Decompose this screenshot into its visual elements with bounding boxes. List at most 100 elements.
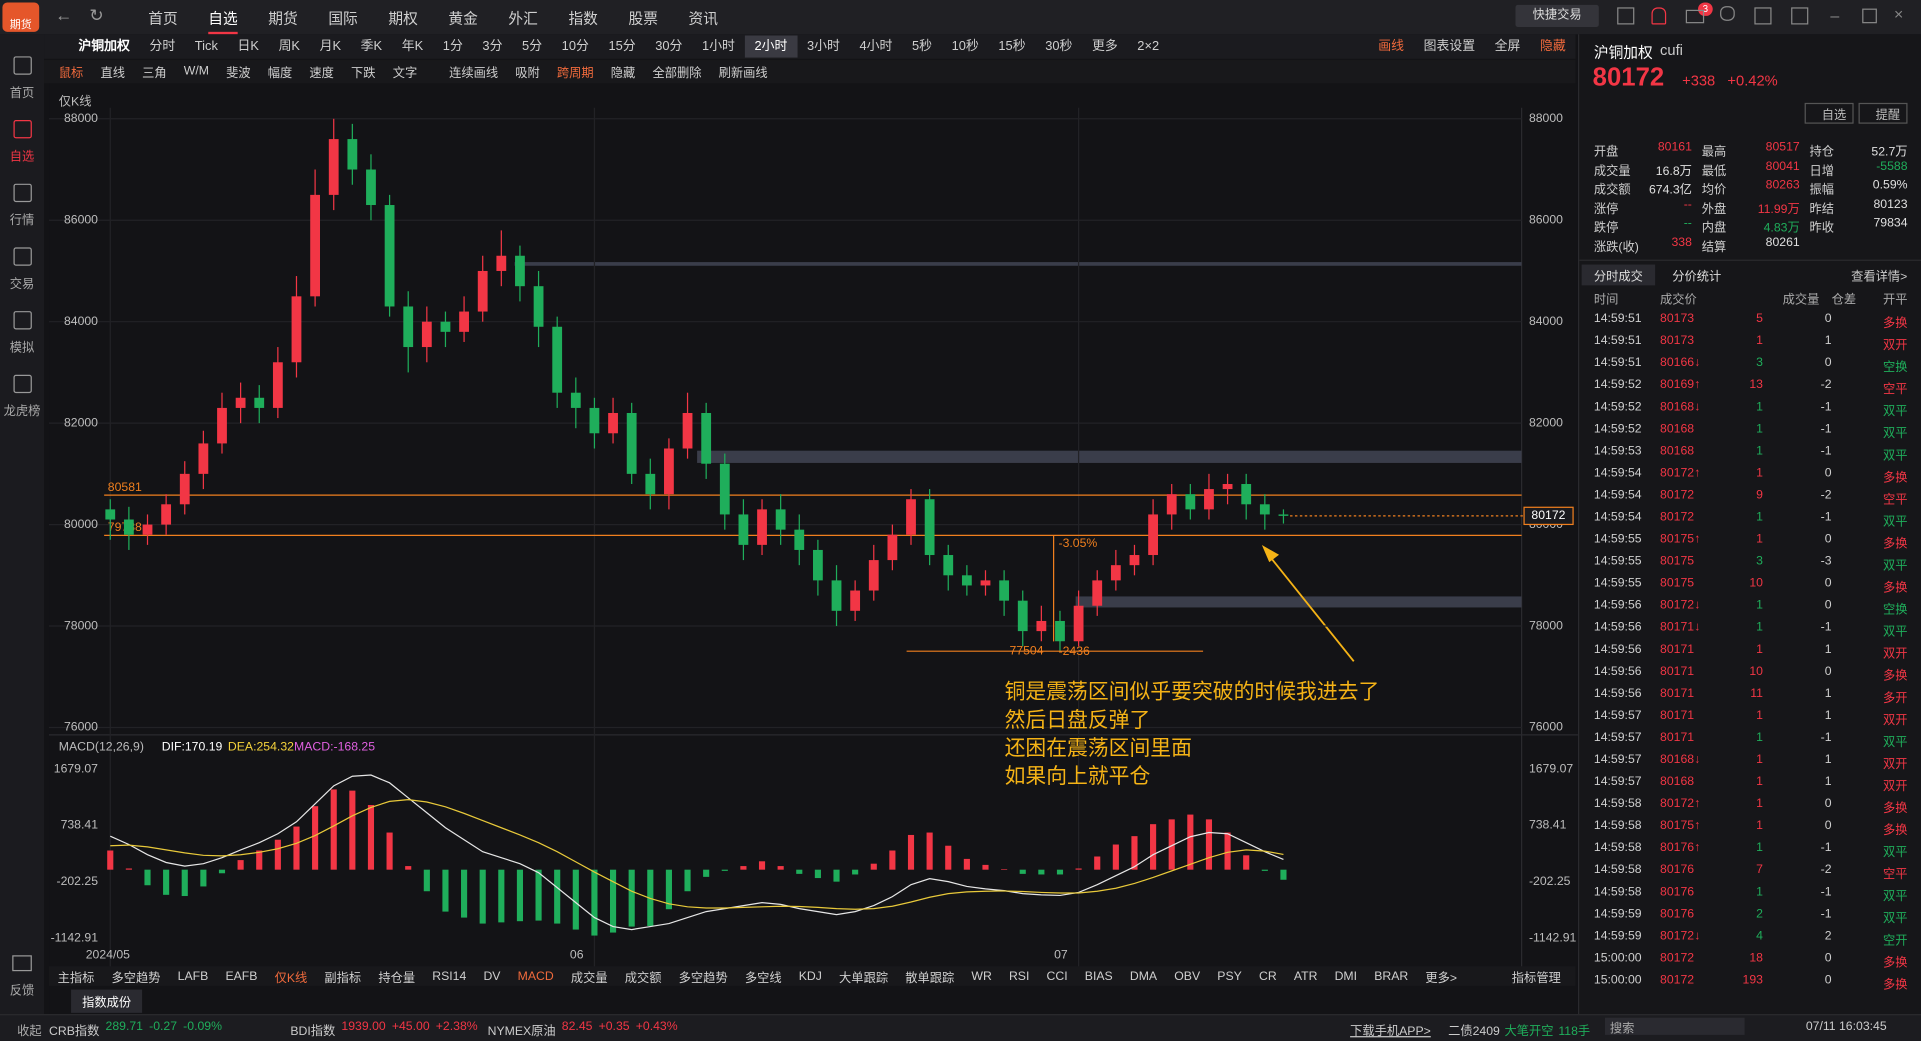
period-tab[interactable]: 15分: [608, 39, 636, 54]
back[interactable]: ←: [55, 4, 73, 25]
nav-item[interactable]: 外汇: [508, 9, 538, 27]
ticker[interactable]: BDI指数 1939.00 +45.00 +2.38%: [290, 1020, 477, 1038]
download[interactable]: 下载手机APP>: [1350, 1025, 1431, 1039]
indicator-tab[interactable]: 持仓量: [378, 971, 416, 986]
draw-tool[interactable]: 连续画线: [449, 67, 499, 81]
logo[interactable]: 期货: [2, 2, 40, 32]
nav-item[interactable]: 黄金: [448, 9, 478, 27]
period-tab[interactable]: 10秒: [951, 39, 979, 54]
sidebar-icon[interactable]: [13, 56, 32, 75]
nav-item[interactable]: 期货: [268, 9, 298, 27]
sidebar-item[interactable]: 首页: [9, 86, 35, 101]
sidebar-icon[interactable]: [13, 311, 32, 330]
period-tab[interactable]: Tick: [194, 39, 218, 54]
period-tab[interactable]: 30分: [655, 39, 683, 54]
chart-mode[interactable]: 仅K线: [58, 95, 92, 109]
indicator-manage[interactable]: 指标管理: [1511, 971, 1561, 986]
indicator-tab[interactable]: DMI: [1334, 969, 1358, 983]
indicator-tab[interactable]: 多空线: [744, 971, 782, 986]
sidebar-item[interactable]: 行情: [9, 214, 35, 228]
indicator-tab[interactable]: RSI14: [432, 969, 467, 983]
draw-tool[interactable]: 文字: [392, 67, 418, 81]
indicator-tab[interactable]: 多空趋势: [678, 971, 728, 986]
search[interactable]: 搜索: [1604, 1017, 1745, 1036]
draw-tool[interactable]: 全部删除: [652, 67, 702, 81]
indicator-tab[interactable]: 主指标: [57, 971, 95, 986]
sidebar-icon[interactable]: [13, 183, 32, 203]
close[interactable]: ×: [1894, 4, 1904, 24]
icon[interactable]: [1651, 7, 1667, 25]
sidebar-feedback[interactable]: 反馈: [9, 984, 35, 999]
sidebar-icon[interactable]: [13, 120, 32, 139]
draw-tool[interactable]: 刷新画线: [718, 67, 768, 81]
icon[interactable]: [1720, 6, 1735, 21]
quote-button[interactable]: 自选: [1804, 102, 1854, 124]
collapse[interactable]: 收起: [17, 1025, 42, 1039]
indicator-tab[interactable]: 成交额: [624, 971, 662, 986]
toolbar-action[interactable]: 图表设置: [1423, 39, 1476, 54]
sub-tab[interactable]: 指数成份: [71, 989, 143, 1013]
quote-button[interactable]: 提醒: [1858, 102, 1908, 124]
indicator-tab[interactable]: 副指标: [324, 971, 362, 986]
period-tab[interactable]: 4小时: [859, 39, 893, 54]
draw-tool[interactable]: 直线: [100, 67, 125, 81]
indicator-tab[interactable]: 更多>: [1425, 971, 1458, 986]
period-tab[interactable]: 季K: [360, 39, 383, 54]
period-tab[interactable]: 10分: [561, 39, 589, 54]
indicator-tab[interactable]: LAFB: [177, 969, 209, 983]
period-tab[interactable]: 3小时: [807, 39, 840, 54]
sidebar-icon[interactable]: [12, 955, 32, 972]
ticker[interactable]: NYMEX原油 82.45 +0.35 +0.43%: [488, 1020, 678, 1038]
indicator-tab[interactable]: KDJ: [798, 969, 822, 983]
period-tab[interactable]: 15秒: [998, 39, 1026, 54]
nav-item[interactable]: 国际: [328, 9, 358, 27]
indicator-tab[interactable]: PSY: [1217, 969, 1242, 983]
minimize[interactable]: –: [1830, 6, 1840, 25]
nav-item[interactable]: 自选: [208, 7, 238, 35]
indicator-tab[interactable]: 成交量: [570, 971, 608, 986]
icon[interactable]: [1685, 9, 1705, 24]
indicator-tab[interactable]: 多空趋势: [111, 971, 161, 986]
period-tab[interactable]: 3分: [482, 39, 503, 54]
nav-item[interactable]: 股票: [628, 9, 658, 27]
refresh[interactable]: ↻: [89, 4, 104, 25]
sidebar-item[interactable]: 模拟: [9, 341, 35, 356]
draw-tool[interactable]: 三角: [142, 67, 167, 81]
sidebar-item[interactable]: 自选: [9, 150, 35, 165]
indicator-tab[interactable]: CCI: [1046, 969, 1068, 983]
sidebar-item[interactable]: 交易: [9, 278, 35, 292]
icon[interactable]: [1754, 7, 1772, 25]
ticker[interactable]: CRB指数 289.71 -0.27 -0.09%: [49, 1020, 222, 1038]
indicator-tab[interactable]: ATR: [1293, 969, 1318, 983]
toolbar-symbol[interactable]: 沪铜加权: [78, 39, 130, 54]
draw-tool[interactable]: W/M: [183, 64, 209, 79]
indicator-tab[interactable]: 大单跟踪: [839, 971, 889, 986]
period-tab[interactable]: 1分: [442, 39, 463, 54]
draw-tool[interactable]: 速度: [309, 67, 334, 81]
indicator-tab[interactable]: DV: [483, 969, 501, 983]
indicator-tab[interactable]: DMA: [1129, 969, 1158, 983]
indicator-tab[interactable]: EAFB: [225, 969, 258, 983]
indicator-tab[interactable]: 仅K线: [274, 971, 308, 986]
indicator-tab[interactable]: BRAR: [1374, 969, 1409, 983]
period-tab[interactable]: 分时: [149, 39, 176, 54]
period-tab[interactable]: 30秒: [1045, 39, 1073, 54]
period-tab[interactable]: 2小时: [744, 35, 798, 58]
draw-tool[interactable]: 吸附: [515, 67, 540, 81]
sidebar-icon[interactable]: [13, 247, 32, 266]
toolbar-action[interactable]: 全屏: [1494, 39, 1521, 54]
draw-tool[interactable]: 鼠标: [58, 67, 84, 81]
period-tab[interactable]: 周K: [278, 39, 301, 54]
nav-item[interactable]: 期权: [388, 9, 418, 27]
toolbar-action[interactable]: 隐藏: [1539, 39, 1566, 54]
toolbar-action[interactable]: 画线: [1378, 39, 1404, 54]
indicator-tab[interactable]: OBV: [1174, 969, 1201, 983]
macd-title[interactable]: MACD(12,26,9): [58, 740, 144, 755]
icon[interactable]: [1617, 7, 1635, 25]
indicator-tab[interactable]: RSI: [1008, 969, 1030, 983]
trade-details[interactable]: 查看详情>: [1851, 270, 1908, 285]
period-tab[interactable]: 5分: [522, 39, 543, 54]
indicator-tab[interactable]: 散单跟踪: [905, 971, 955, 986]
icon[interactable]: [1791, 7, 1809, 25]
indicator-tab[interactable]: CR: [1258, 969, 1277, 983]
